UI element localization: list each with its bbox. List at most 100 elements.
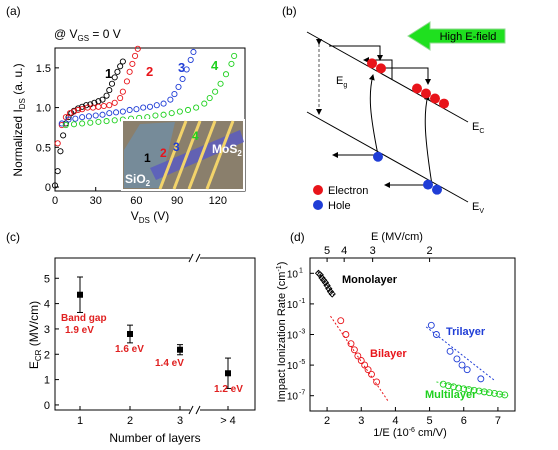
panel-a-point-series-3 xyxy=(85,113,92,120)
panel-a-point-series-4 xyxy=(206,95,213,102)
ec-label-sub: C xyxy=(479,128,484,135)
panel-a-ticks: 0 30 60 90 120 0 0.5 1.0 1.5 xyxy=(36,63,227,207)
panel-a-point-series-1 xyxy=(60,132,67,139)
panel-a-point-series-4 xyxy=(111,117,118,124)
panel-a-point-series-4 xyxy=(222,71,230,78)
inset-electrode-3 xyxy=(187,120,217,190)
inset-sio2-text: SiO xyxy=(125,172,146,186)
panel-c-ytick-label: 5 xyxy=(44,273,50,285)
panel-d-point-multilayer xyxy=(450,383,457,391)
inset-mos2-text: MoS xyxy=(212,142,237,156)
panel-d-point-trilayer xyxy=(432,331,440,338)
panel-a-xlabel-sub: DS xyxy=(139,216,150,225)
panel-d-ylabel-main: Impact Ionization Rate (cm xyxy=(276,272,288,403)
panel-a-label-4: 4 xyxy=(211,58,219,73)
panel-a-point-series-2 xyxy=(129,60,136,67)
panel-d-ylabel: Impact Ionization Rate (cm-1) xyxy=(276,262,288,403)
panel-d-point-multilayer xyxy=(491,389,498,397)
panel-d-ytick-label: 10 xyxy=(287,300,299,311)
panel-a-point-series-2 xyxy=(100,102,107,110)
inset-electrode-4 xyxy=(205,120,235,190)
panel-c-axes-frame xyxy=(54,257,256,411)
panel-a-condition: @ VGS = 0 V xyxy=(54,27,121,43)
gap-label-4: 1.2 eV xyxy=(214,384,243,395)
ec-label-main: E xyxy=(472,121,479,133)
panel-d-xlabel-end: cm/V) xyxy=(415,427,447,439)
panel-a-point-series-2 xyxy=(70,108,78,115)
panel-a-point-series-3 xyxy=(126,106,133,114)
panel-a-point-series-4 xyxy=(168,110,175,117)
panel-d-toptick-label: 2 xyxy=(427,245,433,257)
break-top-slash-1 xyxy=(188,253,194,263)
panel-a-point-series-2 xyxy=(95,103,102,110)
panel-d-toptick-label: 3 xyxy=(370,245,376,257)
electron-dot xyxy=(412,83,422,94)
panel-c-xtick-label: 2 xyxy=(127,415,133,427)
panel-a-point-series-3 xyxy=(175,83,182,90)
panel-d-point-bilayer xyxy=(364,366,372,374)
panel-a-label-1: 1 xyxy=(105,66,112,81)
panel-a-ytick-label: 0.5 xyxy=(36,142,51,154)
panel-d-series xyxy=(314,269,509,403)
panel-a-point-series-3 xyxy=(167,96,174,103)
panel-d-point-trilayer xyxy=(458,361,466,369)
panel-a-point-series-2 xyxy=(79,106,86,113)
panel-a-ytick-label: 1.5 xyxy=(36,63,51,75)
panel-a: (a) @ VGS = 0 V 0 30 60 90 120 0 0.5 1.0 1.5 Nor… xyxy=(6,4,246,225)
panel-d-ylabel-sup: -1 xyxy=(276,265,283,271)
panel-d-xlabel-main: 1/E (10 xyxy=(373,427,408,439)
panel-a-ylabel-unit: (a. u.) xyxy=(11,63,25,98)
panel-a-point-series-3 xyxy=(183,66,190,73)
panel-d-fit-multilayer xyxy=(436,381,509,397)
panel-a-point-series-4 xyxy=(212,88,219,95)
inset-number-2: 2 xyxy=(160,146,167,160)
panel-d-ylabel-end: ) xyxy=(276,262,288,266)
gap-label-3: 1.4 eV xyxy=(155,358,184,369)
panel-a-point-series-3 xyxy=(187,56,194,63)
panel-d-xtick-label: 4 xyxy=(392,415,398,427)
panel-a-point-series-2 xyxy=(134,45,141,52)
panel-a-point-series-1 xyxy=(51,182,59,189)
panel-a-point-series-4 xyxy=(193,104,200,111)
panel-d-ytick-label: 10 xyxy=(287,269,299,280)
panel-d-point-multilayer xyxy=(455,384,463,392)
panel-d-point-bilayer xyxy=(368,370,375,378)
panel-a-point-series-3 xyxy=(113,109,120,116)
panel-c-point xyxy=(127,331,133,337)
electron-dots xyxy=(367,58,449,109)
panel-d-point-bilayer xyxy=(373,378,381,386)
panel-d-point-monolayer xyxy=(323,281,331,290)
panel-a-point-series-2 xyxy=(132,52,139,59)
panel-a-condition-rest: = 0 V xyxy=(89,27,121,41)
bandgap-note-line1: Band gap xyxy=(61,313,107,324)
panel-a-ytick-label: 0 xyxy=(45,182,51,194)
panel-a-point-series-3 xyxy=(133,106,140,113)
panel-d-point-trilayer xyxy=(453,355,461,363)
panel-a-ytick-label: 1.0 xyxy=(36,103,51,115)
panel-d-point-monolayer xyxy=(316,271,324,279)
panel-d-xtick-label: 5 xyxy=(427,415,433,427)
panel-d-point-monolayer xyxy=(321,278,330,287)
hole-dots xyxy=(373,151,442,195)
panel-a-xtick-label: 30 xyxy=(90,195,102,207)
panel-d-point-trilayer xyxy=(427,321,435,329)
panel-d-point-trilayer xyxy=(477,375,485,383)
panel-a-point-series-3 xyxy=(58,120,65,127)
legend-electron-label: Electron xyxy=(328,185,368,197)
panel-d-point-multilayer xyxy=(480,388,488,396)
panel-a-xtick-label: 0 xyxy=(52,195,58,207)
panel-c-ylabel-unit: (MV/cm) xyxy=(27,301,41,350)
panel-d-point-multilayer xyxy=(496,390,504,398)
panel-b: (b) High E-field EC EV Eg Electron Hole xyxy=(282,4,506,215)
panel-a-point-series-1 xyxy=(106,87,113,94)
panel-a-ylabel-main: Normalized I xyxy=(11,109,25,176)
eg-label: Eg xyxy=(336,75,347,89)
panel-d-point-trilayer xyxy=(463,366,471,374)
panel-a-point-series-3 xyxy=(190,48,197,56)
panel-d-ytick-exponent: 1 xyxy=(299,267,303,274)
panel-d-point-multilayer xyxy=(465,386,473,394)
high-efield-label: High E-field xyxy=(440,31,497,43)
panel-d-top-label: E (MV/cm) xyxy=(371,231,423,243)
break-bottom-slash-2 xyxy=(195,405,201,415)
